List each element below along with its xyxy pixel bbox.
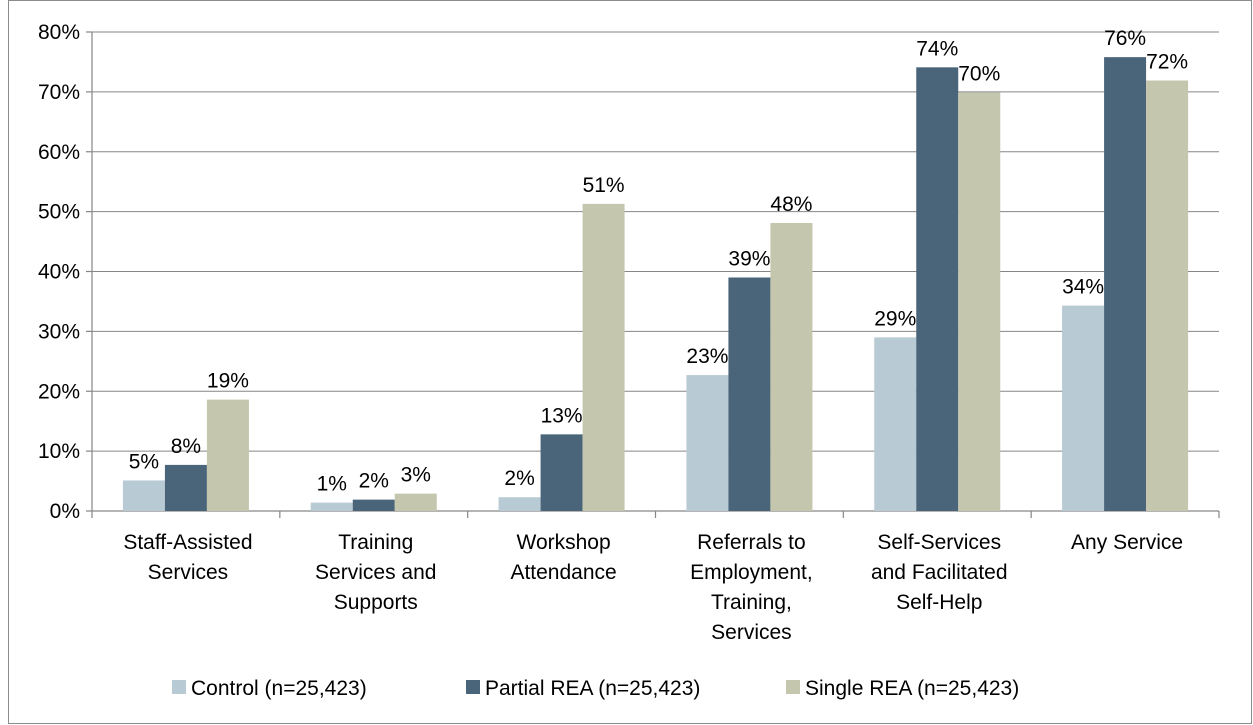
y-tick-label: 70% (38, 81, 80, 104)
data-label: 48% (770, 193, 812, 216)
data-label: 13% (541, 404, 583, 427)
y-tick-label: 50% (38, 201, 80, 224)
data-label: 70% (958, 62, 1000, 85)
bar (122, 480, 165, 511)
x-tick-label: Any Service (1071, 531, 1183, 554)
data-label: 5% (129, 450, 159, 473)
data-label: 74% (916, 37, 958, 60)
bar (164, 464, 207, 511)
bar (1104, 57, 1147, 512)
data-label: 23% (686, 345, 728, 368)
legend-swatch (786, 680, 800, 694)
bar (1062, 305, 1105, 511)
bar (728, 277, 771, 511)
bar (770, 223, 813, 511)
bar (310, 502, 353, 511)
data-label: 8% (171, 435, 201, 458)
bar (206, 399, 249, 511)
y-tick-label: 10% (38, 440, 80, 463)
legend-label: Control (n=25,423) (191, 677, 367, 700)
data-label: 1% (317, 473, 347, 496)
bar (540, 434, 583, 511)
bar (498, 497, 541, 511)
y-tick-label: 30% (38, 320, 80, 343)
bar (686, 375, 729, 511)
y-tick-label: 80% (38, 21, 80, 44)
bar (352, 499, 395, 511)
data-label: 2% (359, 470, 389, 493)
legend-label: Partial REA (n=25,423) (485, 677, 700, 700)
x-tick-label: Training Services and Supports (315, 531, 436, 614)
bar (916, 67, 959, 512)
y-tick-label: 20% (38, 380, 80, 403)
y-tick-label: 40% (38, 261, 80, 284)
bar (1146, 80, 1189, 511)
legend-label: Single REA (n=25,423) (805, 677, 1019, 700)
data-label: 29% (874, 307, 916, 330)
x-tick-label: Referrals to Employment, Training, Services (690, 531, 813, 644)
data-label: 39% (728, 247, 770, 270)
data-label: 2% (504, 467, 534, 490)
data-label: 19% (207, 370, 249, 393)
data-label: 34% (1062, 276, 1104, 299)
bar (582, 203, 625, 511)
data-label: 51% (583, 174, 625, 197)
bar (958, 92, 1001, 511)
legend-swatch (172, 680, 186, 694)
bar (394, 493, 437, 511)
data-label: 72% (1146, 50, 1188, 73)
y-tick-label: 60% (38, 141, 80, 164)
x-tick-label: Workshop Attendance (510, 531, 616, 584)
chart-border (8, 0, 1252, 724)
bar (874, 337, 917, 511)
x-tick-label: Self-Services and Facilitated Self-Help (871, 531, 1008, 614)
data-label: 76% (1104, 27, 1146, 50)
legend-swatch (466, 680, 480, 694)
y-tick-label: 0% (50, 500, 80, 523)
data-label: 3% (401, 464, 431, 487)
x-tick-label: Staff-Assisted Services (123, 531, 252, 584)
